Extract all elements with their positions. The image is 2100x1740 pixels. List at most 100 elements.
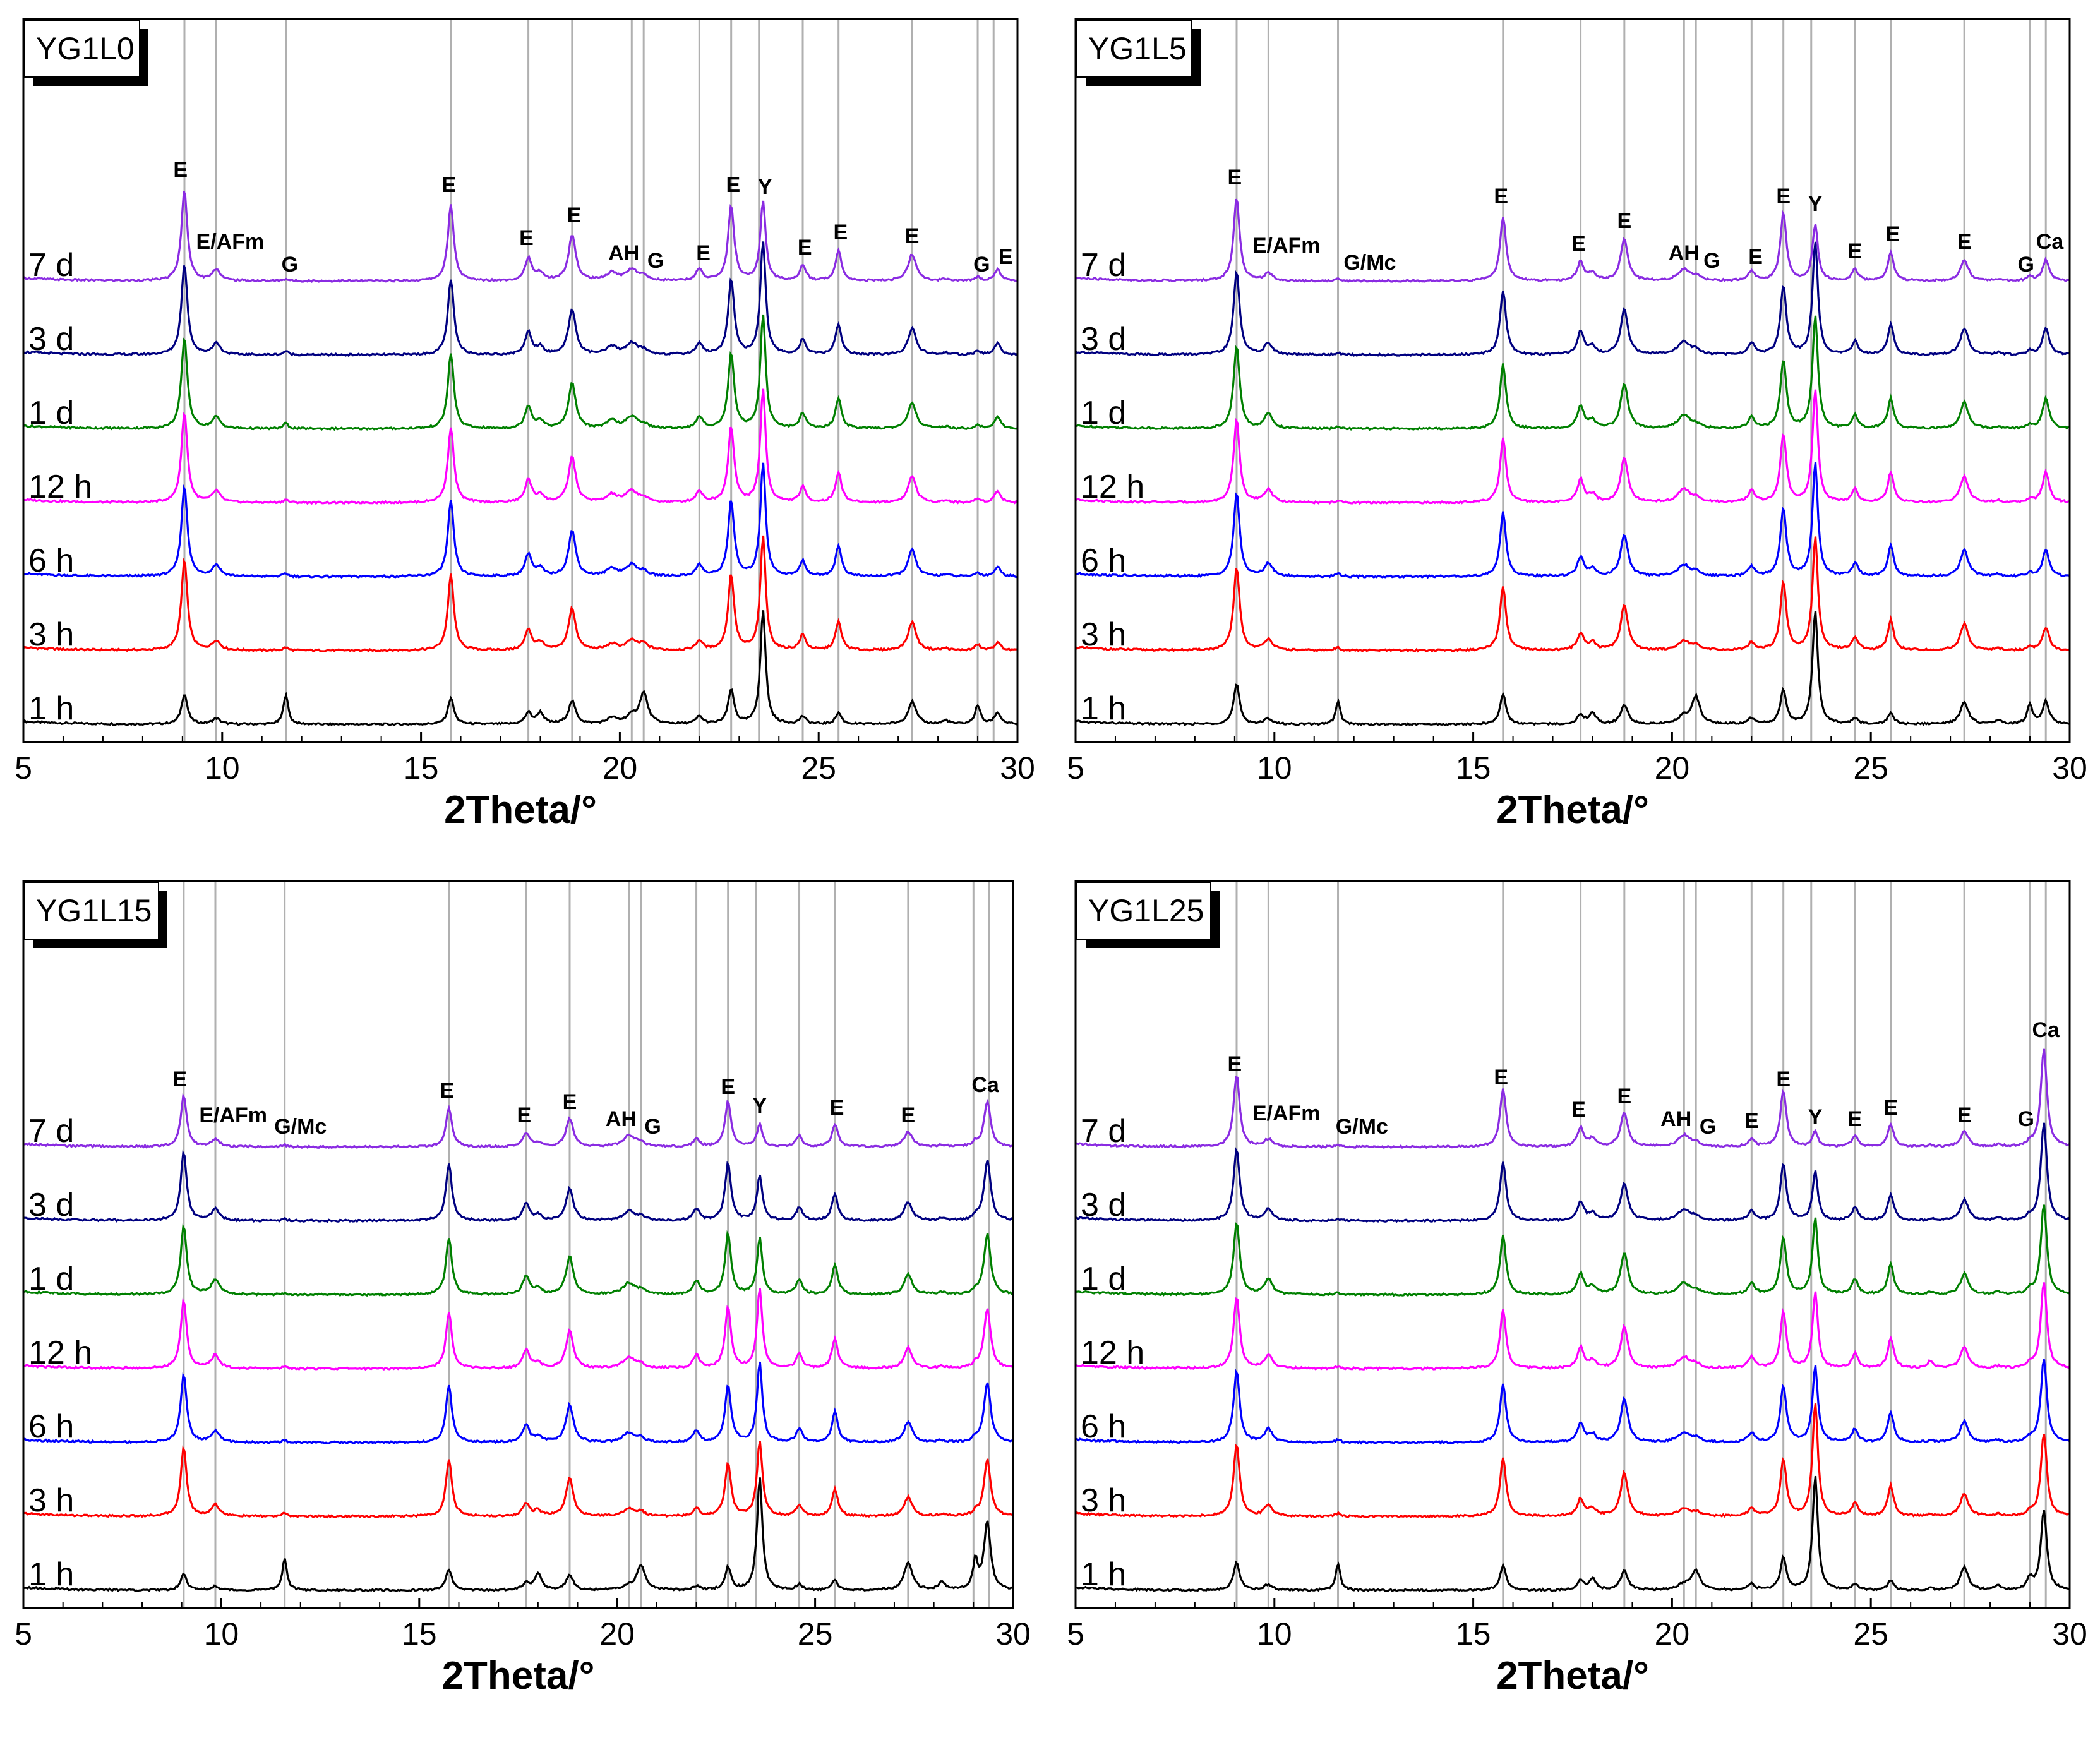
x-tick-label: 15 xyxy=(404,750,439,786)
series-6h xyxy=(23,462,1017,579)
series-1d xyxy=(1076,1204,2070,1297)
x-tick-label: 20 xyxy=(599,1616,635,1652)
x-tick-label: 30 xyxy=(2052,1616,2087,1652)
phase-annotation: E/AFm xyxy=(1252,1101,1321,1125)
phase-annotation: Ca xyxy=(2036,230,2065,254)
series-1d xyxy=(1076,315,2070,431)
series-7d xyxy=(23,191,1017,284)
panel-title: YG1L5 xyxy=(1088,31,1187,66)
panel-title: YG1L25 xyxy=(1088,893,1204,928)
x-tick-label: 25 xyxy=(1853,1616,1888,1652)
series-label: 1 h xyxy=(28,1556,74,1593)
series-label: 7 d xyxy=(1081,1113,1126,1149)
series-3d xyxy=(23,1149,1013,1223)
phase-annotation: G xyxy=(644,1115,661,1139)
x-tick-label: 10 xyxy=(1257,750,1292,786)
series-12h xyxy=(1076,1282,2070,1371)
plot-frame xyxy=(22,880,1014,1609)
phase-annotation: E xyxy=(517,1103,532,1127)
series-3d xyxy=(1076,241,2070,357)
phase-annotation: E xyxy=(1494,184,1508,208)
series-label: 3 d xyxy=(1081,1187,1126,1223)
series-label: 3 h xyxy=(1081,1482,1126,1519)
x-tick-label: 20 xyxy=(1655,750,1690,786)
x-tick-label: 15 xyxy=(1456,1616,1491,1652)
phase-annotation: E xyxy=(1227,165,1242,189)
phase-annotation: G xyxy=(1703,249,1720,273)
series-label: 3 h xyxy=(28,616,74,653)
phase-annotation: E xyxy=(1748,245,1763,269)
series-3h xyxy=(1076,1403,2070,1519)
series-label: 3 h xyxy=(1081,616,1126,653)
phase-annotation: E xyxy=(1227,1052,1242,1076)
x-axis-label: 2Theta/° xyxy=(1496,1654,1649,1698)
phase-annotation: E/AFm xyxy=(1252,234,1321,258)
phase-annotation: Y xyxy=(1808,192,1823,216)
x-tick-label: 30 xyxy=(1000,750,1035,786)
series-label: 12 h xyxy=(28,469,92,505)
series-3h xyxy=(23,535,1017,653)
series-1h xyxy=(23,610,1017,727)
series-label: 7 d xyxy=(28,247,74,284)
series-label: 6 h xyxy=(28,543,74,579)
phase-annotation: G xyxy=(1700,1115,1716,1139)
series-1h xyxy=(1076,611,2070,727)
series-7d xyxy=(23,1092,1013,1149)
series-label: 1 d xyxy=(1081,1261,1126,1297)
series-label: 3 d xyxy=(1081,321,1126,357)
phase-annotation: E xyxy=(440,1079,454,1103)
phase-annotation: E xyxy=(726,173,740,197)
phase-annotation: E xyxy=(563,1090,577,1114)
plot-frame xyxy=(1074,18,2071,743)
series-label: 1 h xyxy=(28,690,74,727)
panel-title: YG1L0 xyxy=(36,31,135,66)
phase-annotation: E xyxy=(1776,184,1791,208)
x-axis-label: 2Theta/° xyxy=(442,1654,595,1698)
phase-annotation: E xyxy=(172,1067,187,1091)
phase-annotation: E/AFm xyxy=(199,1103,267,1127)
series-6h xyxy=(1076,1359,2070,1445)
x-tick-label: 5 xyxy=(15,750,32,786)
phase-annotation: E xyxy=(519,226,534,250)
series-3h xyxy=(1076,536,2070,653)
series-label: 12 h xyxy=(28,1335,92,1371)
x-tick-label: 30 xyxy=(2052,750,2087,786)
series-label: 1 d xyxy=(28,395,74,431)
phase-annotation: E xyxy=(173,158,188,182)
phase-annotation: G xyxy=(282,253,298,277)
series-label: 1 d xyxy=(28,1261,74,1297)
phase-annotation: Y xyxy=(758,175,772,199)
series-1d xyxy=(23,1223,1013,1297)
x-tick-label: 25 xyxy=(801,750,836,786)
series-label: 1 h xyxy=(1081,690,1126,727)
series-3d xyxy=(23,241,1017,357)
x-tick-label: 10 xyxy=(1257,1616,1292,1652)
series-label: 1 h xyxy=(1081,1556,1126,1593)
series-label: 3 d xyxy=(28,321,74,357)
series-label: 12 h xyxy=(1081,1335,1144,1371)
phase-annotation: E xyxy=(1957,1103,1972,1127)
series-label: 7 d xyxy=(1081,247,1126,284)
phase-annotation: E xyxy=(999,245,1013,269)
x-tick-label: 20 xyxy=(603,750,638,786)
series-1d xyxy=(23,314,1017,431)
series-label: 3 h xyxy=(28,1482,74,1519)
series-label: 6 h xyxy=(1081,543,1126,579)
phase-annotation: AH xyxy=(1660,1107,1691,1131)
series-12h xyxy=(1076,389,2070,505)
series-label: 7 d xyxy=(28,1113,74,1149)
series-1h xyxy=(23,1477,1013,1593)
phase-annotation: E xyxy=(696,241,711,265)
series-1h xyxy=(1076,1475,2070,1593)
phase-annotation: E xyxy=(1883,1096,1898,1120)
x-tick-label: 25 xyxy=(798,1616,833,1652)
phase-annotation: G xyxy=(2018,253,2034,277)
phase-annotation: E xyxy=(1744,1109,1759,1133)
x-tick-label: 15 xyxy=(402,1616,437,1652)
phase-annotation: E xyxy=(1848,239,1863,263)
x-tick-label: 10 xyxy=(205,750,240,786)
x-axis-label: 2Theta/° xyxy=(444,788,597,832)
